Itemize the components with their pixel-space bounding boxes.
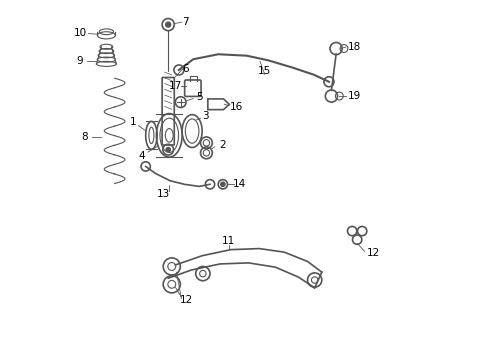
Text: 1: 1 [130,117,137,127]
Circle shape [220,182,225,186]
Text: 7: 7 [182,17,189,27]
Text: 10: 10 [74,28,87,38]
Circle shape [166,148,171,152]
Text: 8: 8 [82,132,88,142]
Text: 3: 3 [202,111,208,121]
Text: 12: 12 [367,248,380,258]
Text: 15: 15 [258,66,271,76]
Text: 4: 4 [138,151,145,161]
Text: 14: 14 [233,179,246,189]
Text: 18: 18 [347,42,361,52]
Text: 12: 12 [179,295,193,305]
Text: 6: 6 [182,64,189,74]
Text: 2: 2 [220,140,226,150]
Text: 11: 11 [222,237,236,247]
Text: 17: 17 [169,81,182,91]
Text: 19: 19 [347,91,361,101]
Circle shape [166,22,171,27]
Text: 13: 13 [157,189,170,199]
Text: 9: 9 [76,57,83,66]
Text: 16: 16 [229,102,243,112]
Text: 5: 5 [196,92,202,102]
